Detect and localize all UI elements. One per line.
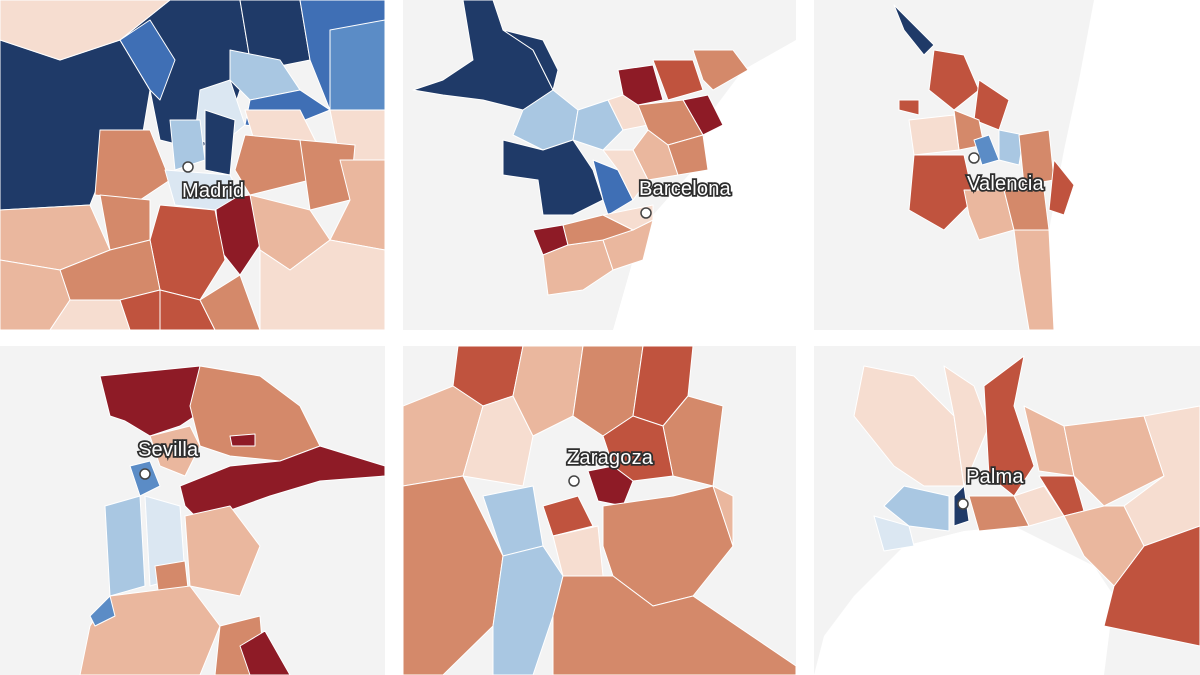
district — [853, 365, 965, 487]
district — [542, 495, 594, 537]
map-panel-zaragoza[interactable]: Zaragoza — [403, 346, 796, 675]
district — [94, 129, 171, 201]
city-marker-zaragoza — [568, 475, 580, 487]
sea — [814, 526, 1114, 675]
district — [692, 49, 749, 91]
city-label-zaragoza: Zaragoza — [567, 447, 654, 469]
district — [104, 495, 146, 597]
district — [412, 0, 554, 111]
valencia-map: Valencia — [814, 0, 1200, 330]
district — [234, 134, 311, 196]
district — [908, 114, 960, 156]
district — [873, 515, 915, 552]
district — [299, 139, 356, 211]
city-marker-madrid — [182, 161, 194, 173]
district — [602, 149, 649, 201]
district — [119, 289, 161, 330]
city-marker-palma — [957, 498, 969, 510]
sea — [613, 40, 796, 330]
madrid-map: Madrid — [0, 0, 385, 330]
district — [602, 219, 654, 271]
city-marker-valencia — [968, 152, 980, 164]
district — [883, 485, 950, 532]
district — [0, 0, 171, 61]
district — [963, 189, 1015, 241]
map-panel-madrid[interactable]: Madrid — [0, 0, 385, 330]
city-label-sevilla: Sevilla — [138, 439, 199, 461]
district — [502, 139, 604, 216]
district — [462, 395, 534, 487]
district — [229, 433, 256, 447]
district — [898, 99, 920, 116]
map-panel-barcelona[interactable]: Barcelona — [403, 0, 796, 330]
district — [572, 99, 624, 151]
barcelona-map: Barcelona — [403, 0, 796, 330]
sevilla-map: Sevilla — [0, 346, 385, 675]
district — [1063, 505, 1145, 587]
zaragoza-map: Zaragoza — [403, 346, 796, 675]
map-panel-palma[interactable]: Palma — [814, 346, 1200, 675]
district — [1048, 159, 1075, 216]
district — [928, 49, 980, 111]
district — [998, 129, 1025, 166]
district — [652, 59, 704, 101]
district — [492, 545, 564, 675]
map-panel-sevilla[interactable]: Sevilla — [0, 346, 385, 675]
district — [512, 346, 584, 437]
city-label-valencia: Valencia — [967, 173, 1045, 195]
district — [79, 585, 221, 675]
district — [943, 365, 990, 487]
district — [592, 159, 634, 216]
map-panel-valencia[interactable]: Valencia — [814, 0, 1200, 330]
district — [329, 19, 385, 111]
district — [632, 129, 679, 181]
district — [667, 134, 709, 176]
district — [893, 4, 935, 56]
district — [617, 64, 664, 106]
district — [119, 19, 176, 101]
district — [983, 355, 1035, 497]
district — [199, 274, 261, 330]
district — [89, 595, 116, 627]
district — [49, 299, 131, 330]
district — [1013, 229, 1055, 330]
palma-map: Palma — [814, 346, 1200, 675]
city-marker-barcelona — [640, 207, 652, 219]
district — [968, 495, 1030, 532]
city-label-madrid: Madrid — [182, 180, 244, 202]
district — [1063, 415, 1165, 507]
district — [184, 505, 261, 597]
district — [259, 239, 385, 330]
district — [552, 575, 796, 675]
district — [502, 29, 559, 91]
district — [587, 465, 634, 507]
district — [239, 630, 291, 675]
district — [602, 204, 654, 231]
district — [164, 169, 241, 211]
sea — [1049, 0, 1200, 330]
district — [712, 485, 734, 547]
district — [239, 0, 311, 71]
city-marker-sevilla — [139, 468, 151, 480]
district — [149, 425, 201, 477]
district — [662, 395, 724, 487]
city-label-barcelona: Barcelona — [639, 178, 732, 200]
city-label-palma: Palma — [966, 466, 1024, 488]
district — [908, 154, 975, 231]
district — [204, 109, 236, 176]
